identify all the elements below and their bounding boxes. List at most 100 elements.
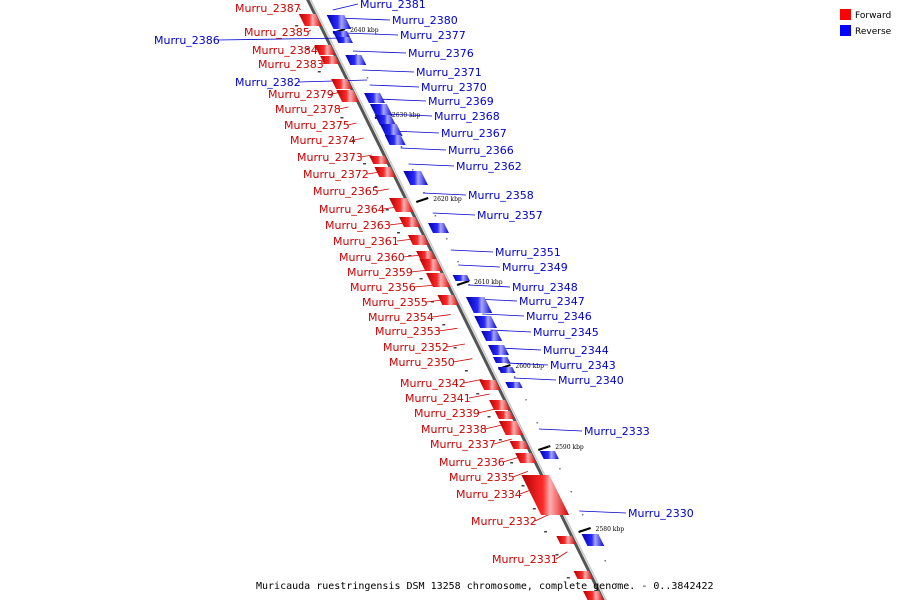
forward-gene	[331, 79, 353, 89]
leader-line	[431, 314, 451, 318]
gene-labels: Murru_2387 Murru_2385 Murru_2384Murru_2383…	[154, 0, 694, 566]
reverse-gene-label[interactable]: Murru_2333	[584, 425, 650, 438]
forward-gene-label[interactable]: Murru_2359	[347, 266, 413, 279]
reverse-gene-label[interactable]: Murru_2362	[456, 160, 522, 173]
reverse-gene-label[interactable]: Murru_2380	[392, 14, 458, 27]
forward-gene-label[interactable]: Murru_2364	[319, 203, 385, 216]
forward-gene-label[interactable]: Murru_2350	[389, 356, 455, 369]
forward-gene-label[interactable]: Murru_2385	[244, 26, 310, 39]
forward-gene-label[interactable]: Murru_2360	[339, 251, 405, 264]
forward-gene-label[interactable]: Murru_2338	[421, 423, 487, 436]
forward-gene-label[interactable]: Murru_2356	[350, 281, 416, 294]
reverse-gene-label[interactable]: Murru_2367	[441, 127, 507, 140]
forward-gene-label[interactable]: Murru_2339	[414, 407, 480, 420]
leader-line	[555, 551, 568, 560]
forward-gene-label[interactable]: Murru_2363	[325, 219, 391, 232]
backbone-dot	[419, 278, 423, 280]
forward-gene	[399, 217, 420, 227]
forward-gene-label[interactable]: Murru_2331	[492, 553, 558, 566]
leader-line	[432, 212, 476, 216]
reverse-gene-label[interactable]: Murru_2349	[502, 261, 568, 274]
forward-gene-label[interactable]: Murru_2387	[235, 2, 301, 15]
backbone-dot	[604, 560, 606, 562]
reverse-gene	[465, 297, 493, 313]
forward-gene	[389, 198, 414, 212]
forward-gene	[515, 453, 537, 463]
reverse-gene-label[interactable]: Murru_2330	[628, 507, 694, 520]
forward-gene-label[interactable]: Murru_2384	[252, 44, 318, 57]
leader-line	[458, 264, 501, 268]
forward-gene-label[interactable]: Murru_2378	[275, 103, 341, 116]
reverse-gene-label[interactable]: Murru_2370	[421, 81, 487, 94]
reverse-gene-label[interactable]: Murru_2376	[408, 47, 474, 60]
leader-line	[383, 113, 433, 117]
forward-gene	[298, 14, 322, 26]
reverse-gene-label[interactable]: Murru_2366	[448, 144, 514, 157]
backbone-dot	[513, 376, 516, 378]
backbone-dot	[295, 25, 299, 27]
reverse-gene-label[interactable]: Murru_2371	[416, 66, 482, 79]
forward-gene-label[interactable]: Murru_2336	[439, 456, 505, 469]
reverse-gene-label[interactable]: Murru_2343	[550, 359, 616, 372]
forward-gene-label[interactable]: Murru_2342	[400, 377, 466, 390]
legend-forward-swatch	[840, 9, 851, 20]
scale-tick	[456, 280, 470, 286]
reverse-gene-label[interactable]: Murru_2369	[428, 95, 494, 108]
backbone-dot	[510, 462, 514, 464]
leader-line	[499, 347, 542, 351]
reverse-gene-label[interactable]: Murru_2382	[235, 76, 301, 89]
leader-line	[400, 147, 447, 151]
leader-line	[408, 163, 455, 167]
forward-gene-label[interactable]: Murru_2354	[368, 311, 434, 324]
backbone-dot	[559, 468, 561, 470]
leader-line	[347, 122, 357, 126]
reverse-gene-label[interactable]: Murru_2347	[519, 295, 585, 308]
forward-gene-label[interactable]: Murru_2352	[383, 341, 449, 354]
forward-gene-label[interactable]: Murru_2365	[313, 185, 379, 198]
reverse-gene-label[interactable]: Murru_2348	[512, 281, 578, 294]
forward-gene-label[interactable]: Murru_2335	[449, 471, 515, 484]
leader-line	[369, 84, 420, 88]
backbone-dot	[317, 71, 321, 73]
reverse-gene-label[interactable]: Murru_2358	[468, 189, 534, 202]
leader-line	[376, 98, 427, 102]
reverse-gene	[384, 135, 406, 145]
forward-gene-label[interactable]: Murru_2337	[430, 438, 496, 451]
scale-tick-label: 2600 kbp	[515, 363, 544, 370]
reverse-gene	[492, 357, 511, 363]
forward-gene-label[interactable]: Murru_2373	[297, 151, 363, 164]
reverse-gene-label[interactable]: Murru_2386	[154, 34, 220, 47]
reverse-gene-label[interactable]: Murru_2357	[477, 209, 543, 222]
forward-gene-label[interactable]: Murru_2361	[333, 235, 399, 248]
forward-gene-label[interactable]: Murru_2372	[303, 168, 369, 181]
forward-gene-label[interactable]: Murru_2332	[471, 515, 537, 528]
forward-gene-label[interactable]: Murru_2355	[362, 296, 428, 309]
leader-line	[450, 249, 494, 253]
forward-gene	[521, 475, 570, 515]
forward-gene-label[interactable]: Murru_2341	[405, 392, 471, 405]
leader-line	[468, 393, 490, 399]
reverse-gene-label[interactable]: Murru_2346	[526, 310, 592, 323]
leader-line	[538, 428, 583, 432]
forward-gene-label[interactable]: Murru_2374	[290, 134, 356, 147]
forward-gene	[374, 167, 396, 177]
forward-gene-label[interactable]: Murru_2334	[456, 488, 522, 501]
scale-tick-label: 2630 kbp	[392, 112, 421, 119]
reverse-gene-label[interactable]: Murru_2368	[434, 110, 500, 123]
reverse-gene-label[interactable]: Murru_2340	[558, 374, 624, 387]
backbone-dot	[412, 169, 414, 171]
forward-gene-label[interactable]: Murru_2383	[258, 58, 324, 71]
reverse-gene-label[interactable]: Murru_2344	[543, 344, 609, 357]
reverse-gene-label[interactable]: Murru_2345	[533, 326, 599, 339]
forward-gene-label[interactable]: Murru_2353	[375, 325, 441, 338]
backbone-dot	[487, 416, 491, 418]
leader-line	[490, 329, 532, 333]
backbone-dot	[566, 577, 570, 579]
backbone-dot	[340, 117, 344, 119]
reverse-gene-label[interactable]: Murru_2381	[360, 0, 426, 11]
reverse-gene-label[interactable]: Murru_2351	[495, 246, 561, 259]
reverse-gene-label[interactable]: Murru_2377	[400, 29, 466, 42]
forward-gene-label[interactable]: Murru_2375	[284, 119, 350, 132]
forward-gene-label[interactable]: Murru_2379	[268, 88, 334, 101]
